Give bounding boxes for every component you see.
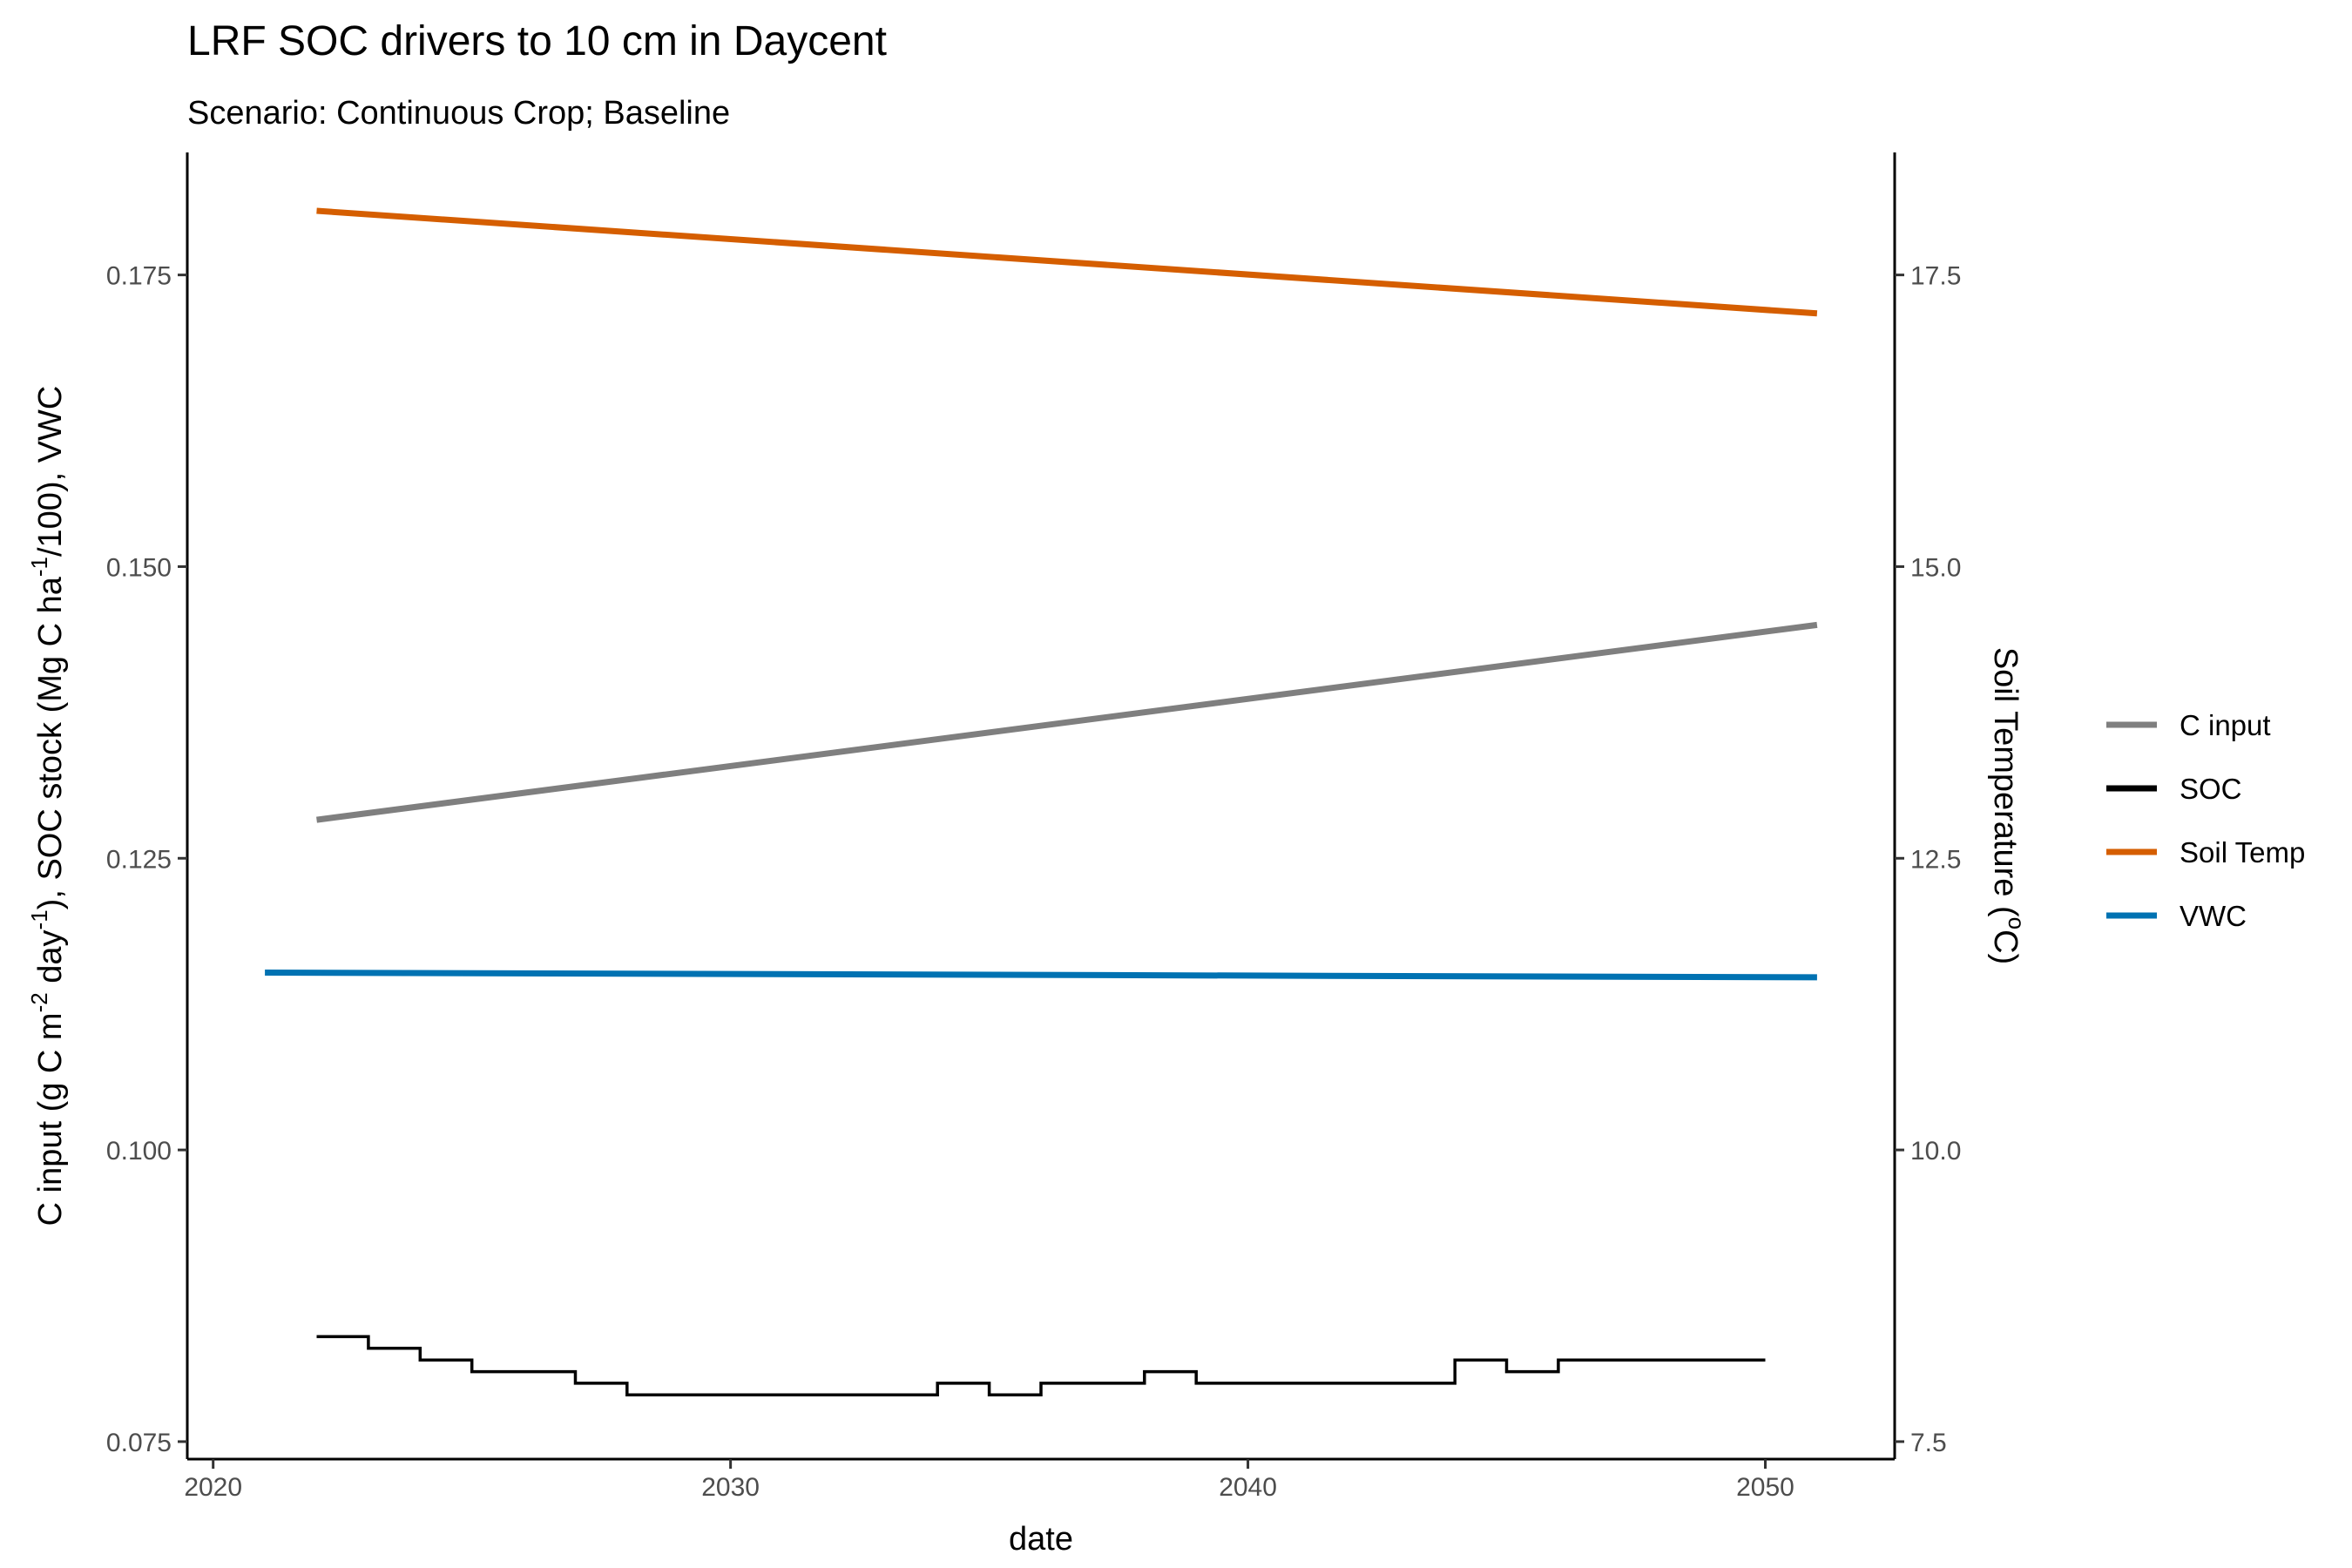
x-tick-label: 2030	[701, 1473, 760, 1502]
legend-label-soc: SOC	[2180, 773, 2242, 805]
right-axis-title-part-2: C)	[1987, 929, 2024, 964]
axes: 2020 2030 2040 2050 0.075 0.100 0.125 0.150 0.1…	[106, 152, 1961, 1502]
plot-series	[265, 207, 1818, 1397]
chart-subtitle: Scenario: Continuous Crop; Baseline	[187, 95, 730, 132]
y-ticks-left: 0.075 0.100 0.125 0.150 0.175	[106, 262, 187, 1457]
series-line-soc	[316, 1335, 1766, 1397]
y-left-tick-label: 0.100	[106, 1137, 172, 1166]
left-axis-title-part-4: /100), VWC	[32, 386, 69, 557]
x-tick-label: 2050	[1736, 1473, 1794, 1502]
left-axis-title-sup-1: -2	[26, 992, 52, 1012]
series-line-c-input	[316, 621, 1818, 823]
left-axis-title-sup-2: -1	[26, 909, 52, 929]
y-right-tick-label: 7.5	[1910, 1429, 1947, 1457]
y-right-tick-label: 10.0	[1910, 1137, 1961, 1166]
legend: C input SOC Soil Temp VWC	[2106, 709, 2305, 932]
y-right-tick-label: 17.5	[1910, 262, 1961, 291]
x-axis-title: date	[1009, 1521, 1073, 1558]
y-right-tick-label: 15.0	[1910, 553, 1961, 582]
left-axis-title-part-3: ), SOC stock (Mg C ha	[32, 576, 69, 909]
chart-title: LRF SOC drivers to 10 cm in Daycent	[187, 18, 887, 64]
x-tick-label: 2020	[184, 1473, 242, 1502]
y-right-tick-label: 12.5	[1910, 845, 1961, 874]
right-axis-title-part-1: Soil Temperature (	[1987, 647, 2024, 917]
legend-label-vwc: VWC	[2180, 900, 2247, 932]
y-ticks-right: 7.5 10.0 12.5 15.0 17.5	[1895, 262, 1961, 1457]
x-ticks: 2020 2030 2040 2050	[184, 1459, 1794, 1502]
left-axis-title-sup-3: -1	[26, 557, 52, 577]
x-tick-label: 2040	[1219, 1473, 1277, 1502]
right-axis-title-sup-1: o	[2004, 917, 2030, 929]
series-line-vwc	[265, 970, 1817, 981]
left-axis-title: C input (g C m-2 day-1), SOC stock (Mg C…	[26, 386, 69, 1227]
left-axis-title-part-1: C input (g C m	[32, 1012, 69, 1226]
y-left-tick-label: 0.175	[106, 262, 172, 291]
y-left-tick-label: 0.150	[106, 553, 172, 582]
left-axis-title-part-2: day	[32, 929, 69, 992]
legend-label-c-input: C input	[2180, 709, 2271, 741]
legend-label-soil-temp: Soil Temp	[2180, 836, 2305, 868]
series-line-soil-temp	[316, 207, 1818, 317]
y-left-tick-label: 0.125	[106, 845, 172, 874]
y-left-tick-label: 0.075	[106, 1429, 172, 1457]
right-axis-title: Soil Temperature (oC)	[1987, 647, 2030, 964]
